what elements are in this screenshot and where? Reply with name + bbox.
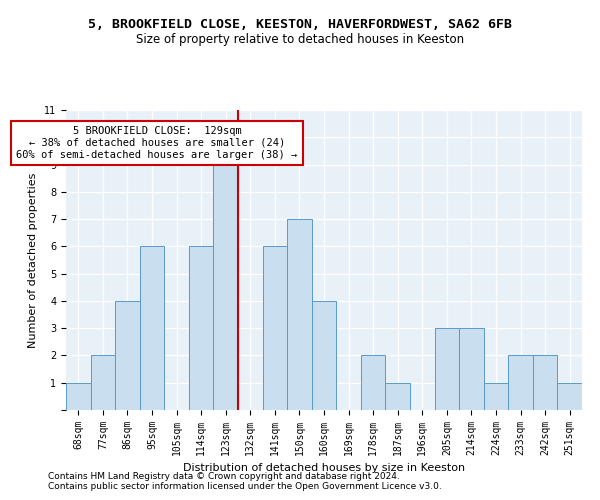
Bar: [66, 382, 91, 410]
Text: 5, BROOKFIELD CLOSE, KEESTON, HAVERFORDWEST, SA62 6FB: 5, BROOKFIELD CLOSE, KEESTON, HAVERFORDW…: [88, 18, 512, 30]
Bar: [312, 301, 336, 410]
Bar: [557, 382, 582, 410]
Bar: [214, 138, 238, 410]
Bar: [508, 356, 533, 410]
Text: 5 BROOKFIELD CLOSE:  129sqm
← 38% of detached houses are smaller (24)
60% of sem: 5 BROOKFIELD CLOSE: 129sqm ← 38% of deta…: [16, 126, 298, 160]
Bar: [385, 382, 410, 410]
Text: Size of property relative to detached houses in Keeston: Size of property relative to detached ho…: [136, 32, 464, 46]
Text: Contains HM Land Registry data © Crown copyright and database right 2024.: Contains HM Land Registry data © Crown c…: [48, 472, 400, 481]
X-axis label: Distribution of detached houses by size in Keeston: Distribution of detached houses by size …: [183, 464, 465, 473]
Bar: [533, 356, 557, 410]
Text: Contains public sector information licensed under the Open Government Licence v3: Contains public sector information licen…: [48, 482, 442, 491]
Y-axis label: Number of detached properties: Number of detached properties: [28, 172, 38, 348]
Bar: [115, 301, 140, 410]
Bar: [361, 356, 385, 410]
Bar: [434, 328, 459, 410]
Bar: [189, 246, 214, 410]
Bar: [484, 382, 508, 410]
Bar: [140, 246, 164, 410]
Bar: [91, 356, 115, 410]
Bar: [263, 246, 287, 410]
Bar: [287, 219, 312, 410]
Bar: [459, 328, 484, 410]
